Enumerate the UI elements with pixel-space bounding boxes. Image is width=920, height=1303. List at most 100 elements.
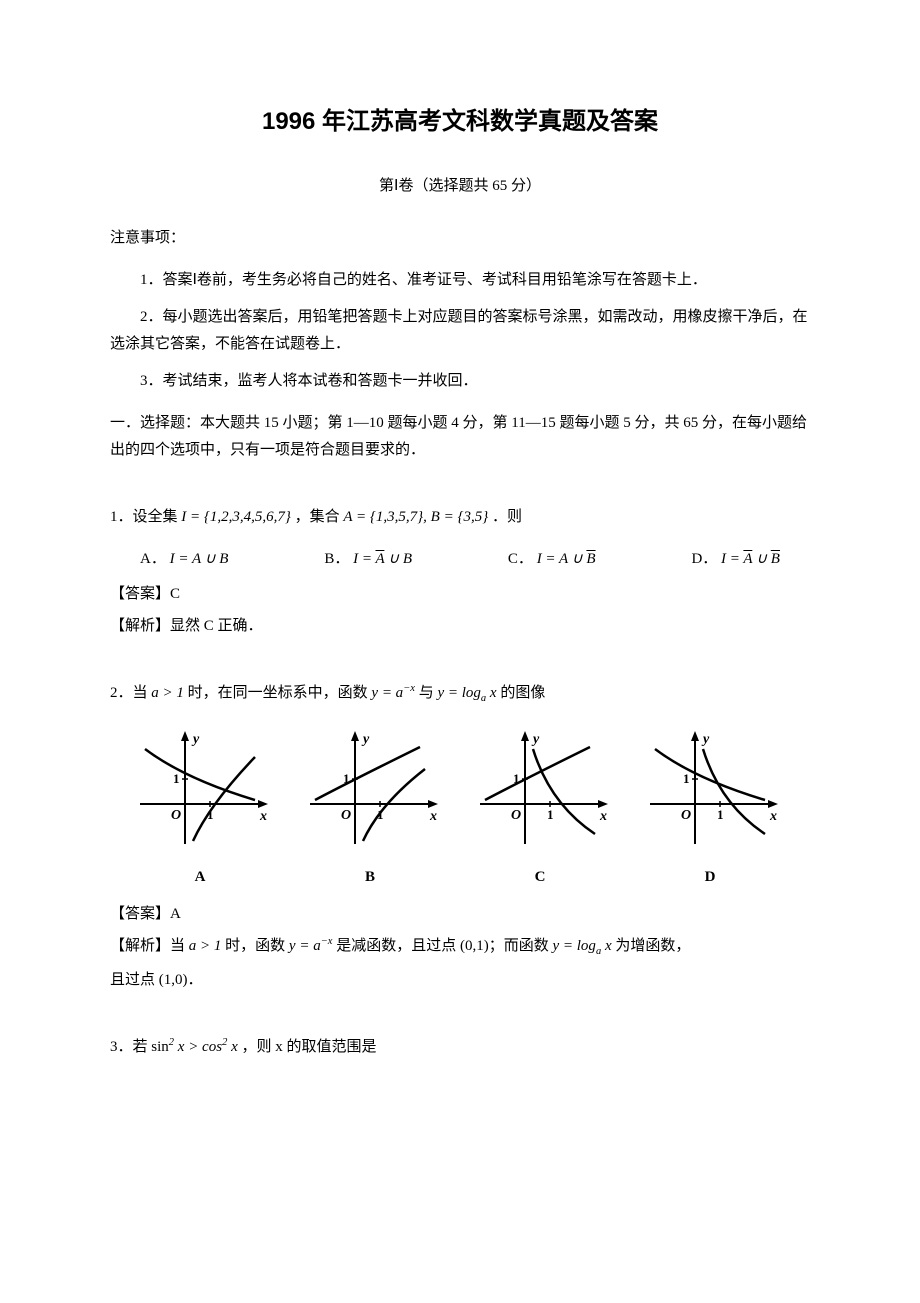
q1-opt-d-pre: I = [721,551,743,567]
q2-cond: a > 1 [151,685,184,701]
graph-d-label: D [640,864,780,891]
q2-exp-mid3: ；而函数 [489,938,553,954]
q2-exp-f1-pre: y = a [289,938,321,954]
q1-opt-d-mid: ∪ [752,551,770,567]
svg-text:x: x [769,809,777,824]
svg-text:x: x [429,809,437,824]
q2-exp-f2: y = loga x [552,938,611,954]
q1-math-1: I = {1,2,3,4,5,6,7} [181,509,291,525]
svg-text:y: y [191,732,200,747]
question-3: 3．若 sin2 x > cos2 x ，则 x 的取值范围是 [110,1034,810,1061]
q2-f2-pre: y = log [437,685,480,701]
svg-text:O: O [171,808,181,823]
svg-text:y: y [361,732,370,747]
q1-opt-c-pre: I = A ∪ [537,551,587,567]
graph-d-svg: y x O 1 1 [640,729,780,849]
answer-label: 【答案】 [110,906,170,922]
graph-a-svg: yxO11 [130,729,270,849]
q1-opt-b-math: I = A ∪ B [353,551,412,567]
q3-mid1: x > cos [174,1039,222,1055]
svg-text:O: O [511,808,521,823]
q1-opt-d-bar1: A [743,551,752,567]
q1-math-2: A = {1,3,5,7}, B = {3,5} [343,509,488,525]
notice-header: 注意事项： [110,225,810,252]
q2-exp-cond: a > 1 [189,938,222,954]
graph-b: yxO11 B [300,729,440,891]
q1-option-b: B． I = A ∪ B [324,546,412,573]
explain-label: 【解析】 [110,938,170,954]
graph-b-label: B [300,864,440,891]
svg-text:y: y [701,732,710,747]
q1-explain: 【解析】显然 C 正确． [110,613,810,640]
q1-opt-a-label: A． [140,551,166,567]
q1-explain-text: 显然 C 正确． [170,618,263,634]
svg-text:O: O [341,808,351,823]
q3-sin: sin [151,1039,169,1055]
q2-answer: 【答案】A [110,901,810,928]
q1-mid-1: ，集合 [295,509,344,525]
section-1-header: 一．选择题：本大题共 15 小题；第 1—10 题每小题 4 分，第 11—15… [110,410,810,464]
q2-f1-sup: −x [403,683,415,694]
q2-explain: 【解析】当 a > 1 时，函数 y = a−x 是减函数，且过点 (0,1)；… [110,933,810,962]
q2-f1: y = a−x [371,685,415,701]
q2-exp-f2-pre: y = log [552,938,595,954]
svg-text:O: O [681,808,691,823]
q2-exp-f1: y = a−x [289,938,333,954]
graph-a: yxO11 A [130,729,270,891]
q2-exp-mid2: 是减函数，且过点 [332,938,460,954]
q3-mid2: x [227,1039,237,1055]
q1-stem-pre: 1．设全集 [110,509,181,525]
q1-opt-d-label: D． [691,551,717,567]
q1-option-a: A． I = A ∪ B [140,546,228,573]
q2-exp-end: ． [188,972,203,988]
q2-f2-post: x [486,685,496,701]
q2-mid: 时，在同一坐标系中，函数 [188,685,372,701]
graph-c-label: C [470,864,610,891]
q1-opt-b-post: ∪ B [384,551,412,567]
q2-answer-value: A [170,906,181,922]
q2-f2: y = loga x [437,685,496,701]
notice-item-1: 1．答案Ⅰ卷前，考生务必将自己的姓名、准考证号、考试科目用铅笔涂写在答题卡上． [110,267,810,294]
q3-math: sin2 x > cos2 x [151,1039,241,1055]
q2-f1-pre: y = a [371,685,403,701]
q2-pre: 2．当 [110,685,151,701]
q1-opt-d-math: I = A ∪ B [721,551,780,567]
q1-opt-c-bar: B [586,551,595,567]
question-2: 2．当 a > 1 时，在同一坐标系中，函数 y = a−x 与 y = log… [110,680,810,709]
svg-text:y: y [531,732,540,747]
explain-label: 【解析】 [110,618,170,634]
svg-text:1: 1 [173,771,180,786]
q2-exp-mid1: 时，函数 [221,938,289,954]
q2-post: 的图像 [500,685,545,701]
q2-graphs: yxO11 A yxO11 B yxO11 C yxO11 D [130,729,810,891]
graph-c-svg: yxO11 [470,729,610,849]
q2-exp-p2: (1,0) [159,972,188,988]
q1-options: A． I = A ∪ B B． I = A ∪ B C． I = A ∪ B D… [140,546,780,573]
svg-text:x: x [259,809,267,824]
q1-opt-c-math: I = A ∪ B [537,551,596,567]
svg-text:1: 1 [547,807,554,822]
q2-exp-pre: 当 [170,938,189,954]
paper-subtitle: 第Ⅰ卷（选择题共 65 分） [110,173,810,200]
q1-option-d: D． I = A ∪ B [691,546,780,573]
q1-option-c: C． I = A ∪ B [508,546,596,573]
q2-exp-mid4: 为增函数， [612,938,691,954]
svg-text:x: x [599,809,607,824]
page-title: 1996 年江苏高考文科数学真题及答案 [110,100,810,143]
notice-item-2: 2．每小题选出答案后，用铅笔把答题卡上对应题目的答案标号涂黑，如需改动，用橡皮擦… [110,304,810,358]
q1-answer: 【答案】C [110,581,810,608]
graph-a-label: A [130,864,270,891]
q1-opt-b-label: B． [324,551,349,567]
notice-item-3: 3．考试结束，监考人将本试卷和答题卡一并收回． [110,368,810,395]
q1-opt-a-math: I = A ∪ B [170,551,229,567]
q2-explain-line2: 且过点 (1,0)． [110,967,810,994]
q1-answer-value: C [170,586,180,602]
question-1: 1．设全集 I = {1,2,3,4,5,6,7} ，集合 A = {1,3,5… [110,504,810,531]
svg-text:1: 1 [683,771,690,786]
q2-and: 与 [419,685,438,701]
q2-exp-f1-sup: −x [321,936,333,947]
q2-exp-mid5: 且过点 [110,972,159,988]
svg-text:1: 1 [717,807,724,822]
q3-post: ，则 x 的取值范围是 [241,1039,376,1055]
graph-b-svg: yxO11 [300,729,440,849]
